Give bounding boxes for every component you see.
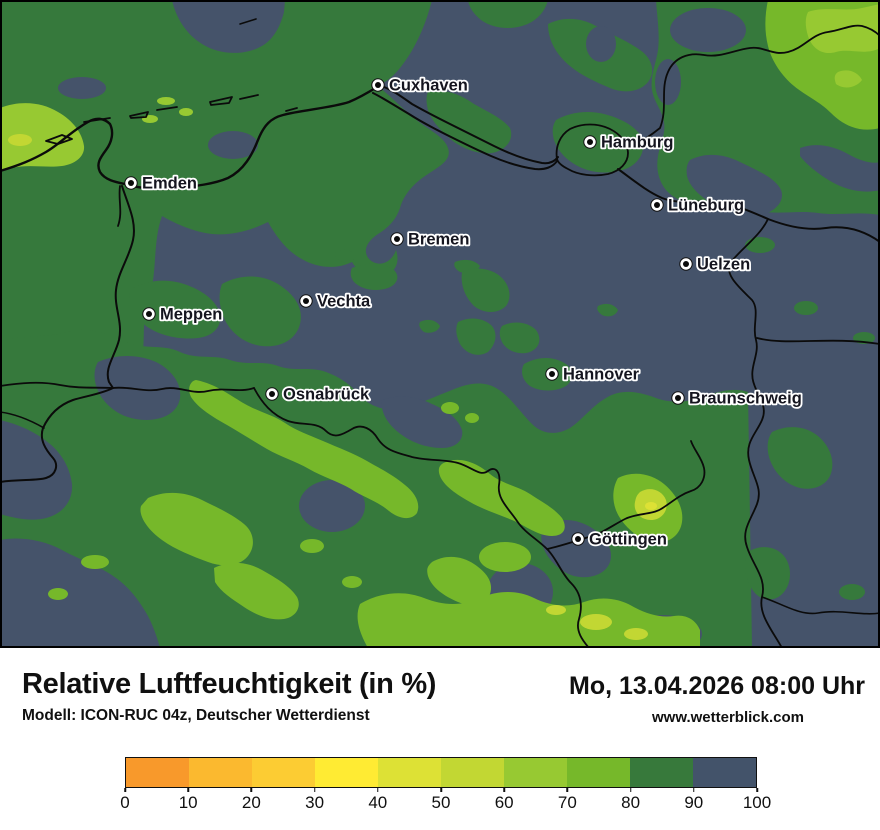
colorbar-segment-7 bbox=[567, 758, 630, 787]
city-marker: Uelzen bbox=[679, 254, 752, 275]
city-marker: Emden bbox=[124, 173, 199, 194]
city-dot bbox=[683, 261, 689, 267]
city-markers-layer: Cuxhaven Hamburg Emden Lüneburg Bremen Uelzen… bbox=[124, 75, 804, 550]
model-info: Modell: ICON-RUC 04z, Deutscher Wetterdi… bbox=[22, 707, 370, 724]
city-marker: Meppen bbox=[142, 304, 224, 325]
forecast-datetime: Mo, 13.04.2026 08:00 Uhr bbox=[569, 672, 865, 700]
city-dot bbox=[269, 391, 275, 397]
city-marker: Vechta bbox=[299, 291, 373, 312]
city-dot bbox=[675, 395, 681, 401]
city-label: Braunschweig bbox=[689, 390, 802, 408]
website-url: www.wetterblick.com bbox=[652, 709, 804, 726]
tick-label: 20 bbox=[241, 793, 261, 812]
city-marker: Osnabrück bbox=[265, 384, 372, 405]
city-marker: Hamburg bbox=[583, 132, 675, 153]
tick-mark bbox=[250, 788, 253, 792]
city-dot bbox=[575, 536, 581, 542]
city-dot bbox=[394, 236, 400, 242]
footer: Relative Luftfeuchtigkeit (in %) Mo, 13.… bbox=[0, 648, 880, 830]
tick-mark bbox=[693, 788, 695, 792]
city-dot bbox=[375, 82, 381, 88]
tick-label: 60 bbox=[494, 793, 514, 812]
colorbar-ticks: 0 10 20 30 40 50 60 70 80 90 100 bbox=[120, 788, 771, 814]
tick-mark bbox=[377, 788, 379, 792]
city-label: Osnabrück bbox=[283, 386, 370, 404]
city-marker: Göttingen bbox=[571, 529, 669, 550]
tick-mark bbox=[503, 788, 505, 792]
page-title: Relative Luftfeuchtigkeit (in %) bbox=[22, 668, 437, 700]
city-dot bbox=[146, 311, 152, 317]
humidity-colorbar bbox=[125, 757, 757, 788]
city-label: Vechta bbox=[317, 293, 371, 311]
colorbar-segment-5 bbox=[441, 758, 504, 787]
tick-mark bbox=[756, 788, 758, 792]
colorbar-segment-2 bbox=[252, 758, 315, 787]
colorbar-segment-4 bbox=[378, 758, 441, 787]
tick-mark bbox=[187, 788, 189, 792]
city-label: Uelzen bbox=[697, 256, 750, 274]
city-label: Lüneburg bbox=[668, 197, 744, 215]
tick-label: 10 bbox=[178, 793, 198, 812]
tick-label: 50 bbox=[431, 793, 451, 812]
map-region-40-50 bbox=[645, 502, 657, 510]
tick-mark bbox=[440, 788, 442, 792]
city-dot bbox=[549, 371, 555, 377]
tick-label: 90 bbox=[684, 793, 704, 812]
city-marker: Braunschweig bbox=[671, 388, 804, 409]
city-dot bbox=[587, 139, 593, 145]
map-frame bbox=[0, 0, 880, 648]
tick-label: 0 bbox=[120, 793, 130, 812]
tick-label: 70 bbox=[557, 793, 577, 812]
tick-label: 100 bbox=[742, 793, 772, 812]
city-marker: Hannover bbox=[545, 364, 641, 385]
tick-label: 30 bbox=[305, 793, 325, 812]
tick-mark bbox=[566, 788, 569, 792]
city-dot bbox=[654, 202, 660, 208]
tick-mark bbox=[629, 788, 632, 792]
colorbar-segment-0 bbox=[126, 758, 189, 787]
tick-label: 80 bbox=[621, 793, 641, 812]
city-label: Meppen bbox=[160, 306, 222, 324]
colorbar-segment-1 bbox=[189, 758, 252, 787]
weather-map-canvas: Cuxhaven Hamburg Emden Lüneburg Bremen Uelzen… bbox=[0, 0, 880, 648]
colorbar-segment-9 bbox=[693, 758, 756, 787]
city-dot bbox=[303, 298, 309, 304]
colorbar-segment-3 bbox=[315, 758, 378, 787]
colorbar-segment-6 bbox=[504, 758, 567, 787]
city-label: Emden bbox=[142, 175, 197, 193]
city-label: Hamburg bbox=[601, 134, 673, 152]
humidity-map: Cuxhaven Hamburg Emden Lüneburg Bremen Uelzen… bbox=[0, 0, 880, 648]
tick-mark bbox=[313, 788, 316, 792]
city-marker: Bremen bbox=[390, 229, 471, 250]
city-label: Hannover bbox=[563, 366, 640, 384]
city-dot bbox=[128, 180, 134, 186]
tick-label: 40 bbox=[368, 793, 388, 812]
city-marker: Cuxhaven bbox=[371, 75, 470, 96]
city-label: Cuxhaven bbox=[389, 77, 468, 95]
map-region-60-70 bbox=[0, 4, 880, 170]
city-marker: Lüneburg bbox=[650, 195, 746, 216]
tick-mark bbox=[124, 788, 126, 792]
colorbar-segment-8 bbox=[630, 758, 693, 787]
map-slate-patches bbox=[0, 0, 880, 648]
city-label: Bremen bbox=[408, 231, 469, 249]
city-label: Göttingen bbox=[589, 531, 667, 549]
